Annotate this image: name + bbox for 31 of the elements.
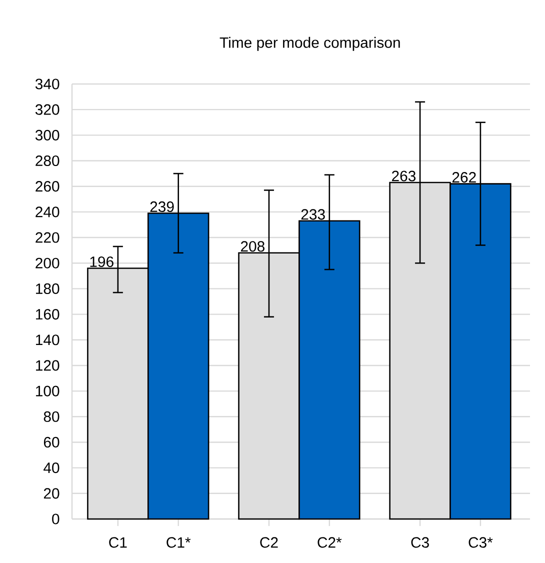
y-tick-label: 80 [44, 411, 60, 422]
y-tick-label: 40 [44, 462, 60, 474]
y-tick-label: 280 [36, 155, 60, 166]
data-label: 239 [150, 201, 174, 212]
x-tick-label: C1* [166, 537, 191, 548]
y-tick-label: 320 [35, 104, 60, 115]
x-tick-label: C1 [109, 537, 127, 548]
x-tick-label: C3* [468, 537, 493, 548]
y-tick-label: 300 [35, 130, 60, 140]
y-tick-label: 180 [36, 283, 60, 294]
y-tick-label: 200 [36, 258, 60, 268]
y-tick-label: 140 [36, 334, 60, 346]
x-tick-label: C2* [318, 537, 342, 548]
y-tick-label: 60 [44, 436, 60, 448]
y-tick-label: 260 [36, 181, 60, 192]
y-tick-label: 120 [36, 360, 60, 371]
y-tick-label: 100 [36, 386, 60, 396]
data-label: 208 [240, 241, 264, 252]
x-tick-label: C2 [260, 537, 278, 548]
data-label: 196 [90, 256, 114, 268]
y-tick-label: 20 [44, 488, 60, 499]
chart-title: Time per mode comparison [220, 36, 400, 51]
y-tick-label: 0 [52, 514, 60, 524]
x-tick-label: C3 [411, 537, 429, 548]
y-tick-label: 220 [36, 232, 60, 243]
data-label: 262 [452, 172, 476, 183]
y-tick-label: 160 [36, 308, 60, 320]
data-label: 233 [301, 209, 325, 220]
y-tick-label: 340 [35, 78, 60, 90]
y-tick-label: 240 [36, 206, 60, 218]
data-label: 263 [392, 170, 416, 182]
